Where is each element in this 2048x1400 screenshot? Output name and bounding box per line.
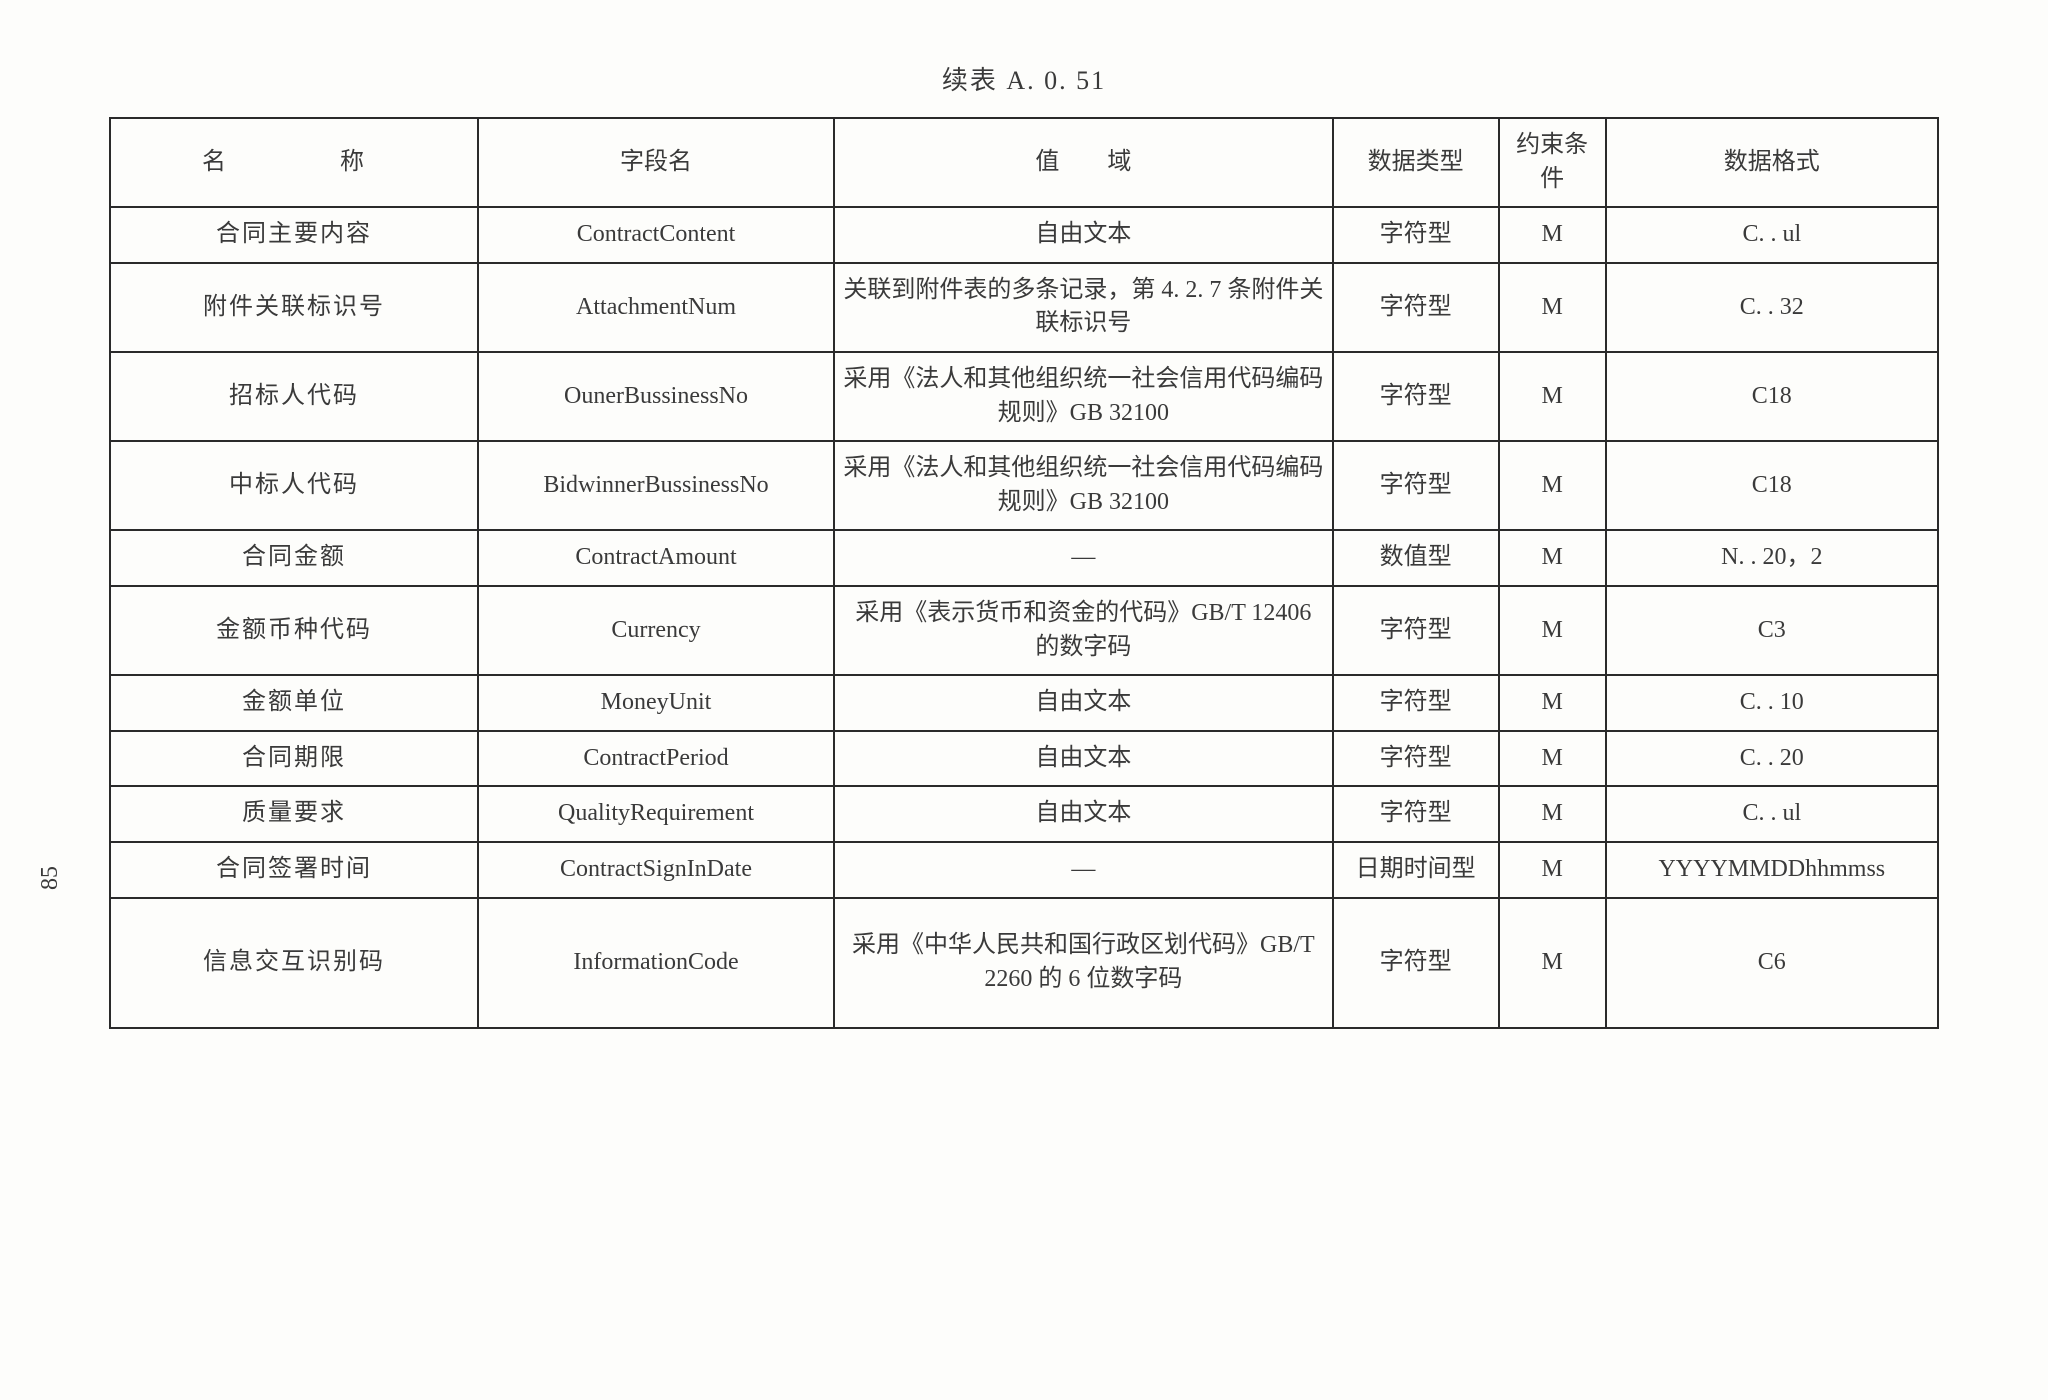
table-row: 招标人代码OunerBussinessNo采用《法人和其他组织统一社会信用代码编…	[110, 352, 1938, 441]
cell-name: 金额单位	[110, 675, 478, 731]
cell-field: MoneyUnit	[478, 675, 834, 731]
cell-format: C3	[1606, 586, 1938, 675]
col-header-format: 数据格式	[1606, 118, 1938, 207]
cell-format: C. . 32	[1606, 263, 1938, 352]
cell-range: —	[834, 842, 1333, 898]
cell-field: BidwinnerBussinessNo	[478, 441, 834, 530]
cell-type: 数值型	[1333, 530, 1499, 586]
col-header-constraint: 约束条件	[1499, 118, 1606, 207]
table-row: 信息交互识别码InformationCode采用《中华人民共和国行政区划代码》G…	[110, 898, 1938, 1028]
cell-range: 自由文本	[834, 786, 1333, 842]
cell-type: 字符型	[1333, 786, 1499, 842]
cell-constraint: M	[1499, 441, 1606, 530]
cell-type: 字符型	[1333, 731, 1499, 787]
cell-type: 字符型	[1333, 675, 1499, 731]
cell-format: C6	[1606, 898, 1938, 1028]
cell-constraint: M	[1499, 675, 1606, 731]
table-row: 合同期限ContractPeriod自由文本字符型MC. . 20	[110, 731, 1938, 787]
cell-type: 字符型	[1333, 441, 1499, 530]
cell-name: 附件关联标识号	[110, 263, 478, 352]
cell-format: C. . 20	[1606, 731, 1938, 787]
cell-range: 采用《法人和其他组织统一社会信用代码编码规则》GB 32100	[834, 352, 1333, 441]
cell-range: 自由文本	[834, 731, 1333, 787]
cell-range: —	[834, 530, 1333, 586]
cell-range: 自由文本	[834, 207, 1333, 263]
cell-name: 金额币种代码	[110, 586, 478, 675]
col-header-type: 数据类型	[1333, 118, 1499, 207]
cell-format: C18	[1606, 441, 1938, 530]
table-row: 中标人代码BidwinnerBussinessNo采用《法人和其他组织统一社会信…	[110, 441, 1938, 530]
cell-type: 字符型	[1333, 263, 1499, 352]
data-table: 名 称 字段名 值 域 数据类型 约束条件 数据格式 合同主要内容Contrac…	[109, 117, 1939, 1029]
table-header-row: 名 称 字段名 值 域 数据类型 约束条件 数据格式	[110, 118, 1938, 207]
cell-name: 合同金额	[110, 530, 478, 586]
cell-type: 字符型	[1333, 898, 1499, 1028]
cell-field: ContractSignInDate	[478, 842, 834, 898]
cell-format: YYYYMMDDhhmmss	[1606, 842, 1938, 898]
cell-field: OunerBussinessNo	[478, 352, 834, 441]
table-row: 合同金额ContractAmount—数值型MN. . 20，2	[110, 530, 1938, 586]
cell-format: C. . ul	[1606, 207, 1938, 263]
cell-field: Currency	[478, 586, 834, 675]
cell-type: 字符型	[1333, 207, 1499, 263]
cell-field: InformationCode	[478, 898, 834, 1028]
cell-constraint: M	[1499, 898, 1606, 1028]
cell-range: 自由文本	[834, 675, 1333, 731]
cell-field: ContractAmount	[478, 530, 834, 586]
cell-range: 采用《法人和其他组织统一社会信用代码编码规则》GB 32100	[834, 441, 1333, 530]
cell-type: 日期时间型	[1333, 842, 1499, 898]
cell-type: 字符型	[1333, 352, 1499, 441]
col-header-range: 值 域	[834, 118, 1333, 207]
table-row: 金额币种代码Currency采用《表示货币和资金的代码》GB/T 12406 的…	[110, 586, 1938, 675]
cell-constraint: M	[1499, 352, 1606, 441]
cell-name: 招标人代码	[110, 352, 478, 441]
col-header-name: 名 称	[110, 118, 478, 207]
table-title: 续表 A. 0. 51	[80, 60, 1968, 97]
cell-name: 合同签署时间	[110, 842, 478, 898]
cell-constraint: M	[1499, 842, 1606, 898]
cell-range: 采用《表示货币和资金的代码》GB/T 12406 的数字码	[834, 586, 1333, 675]
cell-constraint: M	[1499, 530, 1606, 586]
cell-field: ContractContent	[478, 207, 834, 263]
cell-constraint: M	[1499, 786, 1606, 842]
cell-field: ContractPeriod	[478, 731, 834, 787]
cell-name: 质量要求	[110, 786, 478, 842]
table-row: 合同主要内容ContractContent自由文本字符型MC. . ul	[110, 207, 1938, 263]
table-row: 合同签署时间ContractSignInDate—日期时间型MYYYYMMDDh…	[110, 842, 1938, 898]
cell-format: C. . 10	[1606, 675, 1938, 731]
cell-type: 字符型	[1333, 586, 1499, 675]
table-row: 附件关联标识号AttachmentNum关联到附件表的多条记录，第 4. 2. …	[110, 263, 1938, 352]
cell-constraint: M	[1499, 207, 1606, 263]
cell-name: 信息交互识别码	[110, 898, 478, 1028]
col-header-field: 字段名	[478, 118, 834, 207]
cell-format: C. . ul	[1606, 786, 1938, 842]
table-row: 金额单位MoneyUnit自由文本字符型MC. . 10	[110, 675, 1938, 731]
cell-constraint: M	[1499, 731, 1606, 787]
cell-constraint: M	[1499, 263, 1606, 352]
cell-field: QualityRequirement	[478, 786, 834, 842]
cell-format: N. . 20，2	[1606, 530, 1938, 586]
cell-name: 合同主要内容	[110, 207, 478, 263]
cell-field: AttachmentNum	[478, 263, 834, 352]
cell-name: 中标人代码	[110, 441, 478, 530]
cell-format: C18	[1606, 352, 1938, 441]
cell-range: 关联到附件表的多条记录，第 4. 2. 7 条附件关联标识号	[834, 263, 1333, 352]
page-number: 85	[37, 866, 64, 890]
cell-constraint: M	[1499, 586, 1606, 675]
cell-range: 采用《中华人民共和国行政区划代码》GB/T 2260 的 6 位数字码	[834, 898, 1333, 1028]
table-row: 质量要求QualityRequirement自由文本字符型MC. . ul	[110, 786, 1938, 842]
cell-name: 合同期限	[110, 731, 478, 787]
